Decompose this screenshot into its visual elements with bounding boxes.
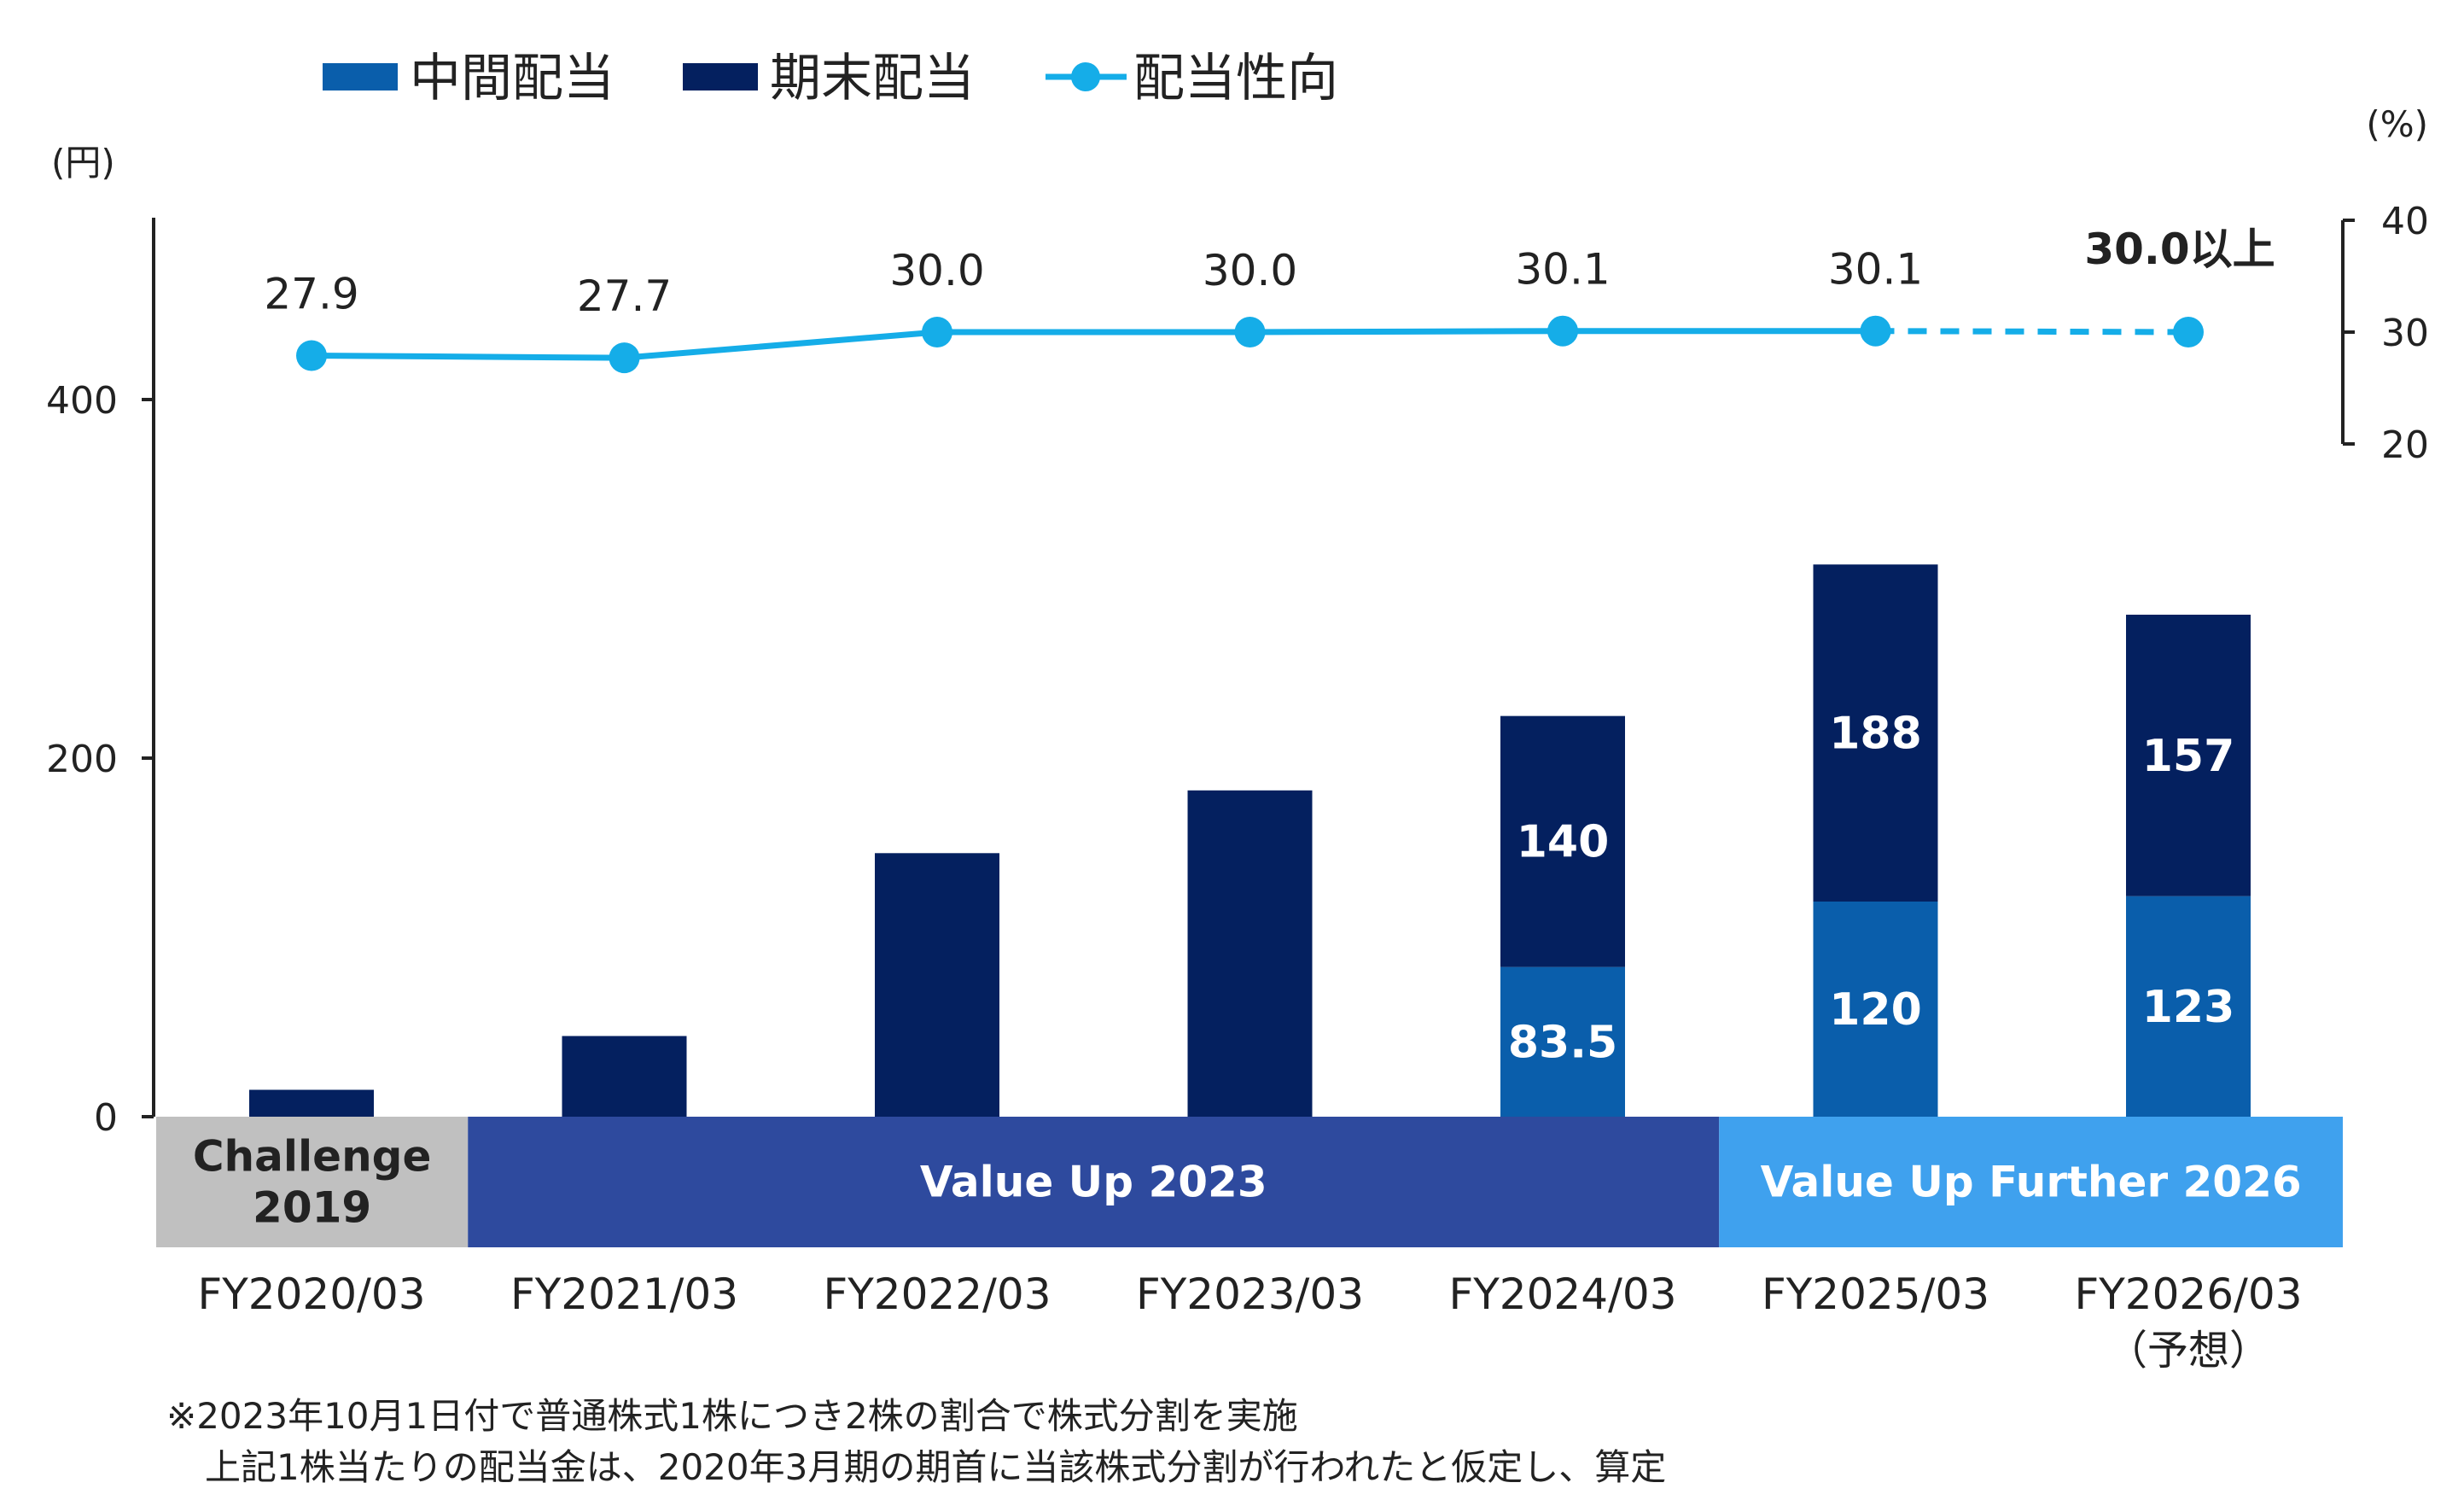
bars: 83.5 140 120 188 123 157 [249,564,2251,1117]
x-axis-label: FY2022/03 [823,1270,1051,1319]
bar-final-FY2023/03 [1187,790,1313,1117]
period-band-label: Challenge [193,1132,432,1182]
period-band-label: 2019 [253,1183,371,1233]
bar-label-final: 188 [1829,709,1922,760]
ratio-label: 30.0 [1203,246,1297,295]
footnote-2: 上記1株当たりの配当金は、2020年3月期の期首に当該株式分割が行われたと仮定し… [205,1446,1666,1488]
legend-swatch-interim [323,63,398,90]
ratio-point-FY2020/03 [296,340,327,371]
bar-final-FY2025/03 [1813,564,1938,902]
legend-label-ratio: 配当性向 [1133,49,1338,108]
ratio-line-dashed [1875,328,2189,336]
left-axis-tick-label: 200 [46,738,118,781]
footnotes: ※2023年10月1日付で普通株式1株につき2株の割合で株式分割を実施上記1株当… [166,1395,1666,1488]
period-band-2 [1719,1117,2343,1247]
ratio-label: 30.0 [889,246,984,295]
bar-final-FY2020/03 [249,1089,374,1117]
x-axis-label: FY2020/03 [197,1270,425,1319]
right-axis-tick-label: 20 [2381,423,2429,467]
legend-label-final: 期末配当 [770,49,975,108]
bar-final-FY2024/03 [1500,715,1625,967]
ratio-label: 27.9 [264,270,358,319]
x-axis-label: FY2021/03 [510,1270,738,1319]
period-band-1 [468,1117,1720,1247]
left-axis-unit: (円) [51,142,115,184]
bar-interim-FY2025/03 [1813,902,1938,1117]
bar-final-FY2021/03 [562,1036,687,1117]
x-axis-label-note: （予想） [2106,1327,2270,1375]
ratio-point-FY2023/03 [1234,317,1266,347]
x-axis-labels: FY2020/03 FY2021/03 FY2022/03 FY2023/03 FY20… [197,1270,2302,1375]
legend-label-interim: 中間配当 [410,49,615,108]
payout-ratio-line: 27.9 27.7 30.0 30.0 30.1 30.1 30.0以上 [264,225,2275,374]
left-axis-tick-label: 0 [94,1096,118,1140]
legend-swatch-final [683,63,758,90]
right-axis-tick-label: 40 [2381,200,2429,243]
ratio-point-FY2024/03 [1547,315,1578,347]
bar-label-final: 157 [2142,731,2235,782]
ratio-line-solid [311,328,1876,361]
bar-label-interim: 83.5 [1508,1017,1617,1068]
bar-interim-FY2026/03 [2126,896,2251,1117]
period-band-label: Value Up Further 2026 [1761,1158,2302,1207]
ratio-label: 27.7 [577,271,672,321]
bar-final-FY2022/03 [875,853,999,1117]
footnote-1: ※2023年10月1日付で普通株式1株につき2株の割合で株式分割を実施 [166,1395,1298,1437]
ratio-label: 30.1 [1515,245,1610,295]
x-axis-label: FY2024/03 [1448,1270,1676,1319]
ratio-point-FY2022/03 [922,317,952,347]
bar-final-FY2026/03 [2126,615,2251,896]
ratio-point-FY2025/03 [1860,315,1891,347]
ratio-label: 30.1 [1828,245,1923,295]
bar-label-final: 140 [1517,817,1610,868]
bar-interim-FY2024/03 [1500,966,1625,1117]
bar-label-interim: 123 [2142,982,2235,1033]
legend: 中間配当 期末配当 配当性向 [323,49,1338,108]
right-axis-tick-label: 30 [2381,312,2429,355]
legend-marker-ratio [1071,62,1100,91]
axes: (円) 0 200 400 (%) 20 30 40 [46,103,2429,1140]
x-axis-label: FY2023/03 [1136,1270,1364,1319]
ratio-label: 30.0以上 [2084,225,2275,274]
period-band-label: Value Up 2023 [920,1158,1267,1207]
bar-label-interim: 120 [1829,984,1922,1036]
ratio-point-FY2026/03 [2173,317,2204,347]
ratio-point-FY2021/03 [609,342,640,374]
x-axis-label: FY2026/03 [2074,1270,2302,1319]
period-band-0 [156,1117,469,1247]
x-axis-label: FY2025/03 [1762,1270,1989,1319]
left-axis-tick-label: 400 [46,379,118,423]
right-axis-unit: (%) [2366,103,2428,145]
